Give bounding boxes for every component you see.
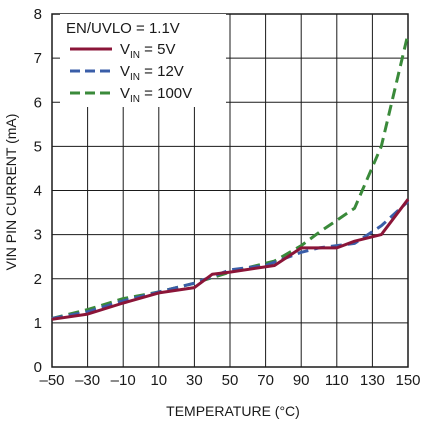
y-tick-label: 8 <box>34 6 42 23</box>
legend-label: VIN = 12V <box>120 63 184 83</box>
x-tick-label: 70 <box>257 372 274 389</box>
series-layer <box>51 33 410 321</box>
x-axis-title: TEMPERATURE (°C) <box>166 403 300 419</box>
annotation: EN/UVLO = 1.1V <box>66 20 180 37</box>
x-tick-label: –30 <box>75 372 100 389</box>
y-tick-label: 6 <box>34 94 42 111</box>
y-tick-label: 7 <box>34 50 42 67</box>
x-tick-label: 30 <box>186 372 203 389</box>
x-tick-label: 90 <box>293 372 310 389</box>
x-tick-label: –10 <box>111 372 136 389</box>
x-tick-label: 130 <box>360 372 385 389</box>
x-tick-label: 50 <box>222 372 239 389</box>
y-tick-label: 4 <box>34 183 42 200</box>
y-tick-label: 2 <box>34 271 42 288</box>
x-tick-label: 150 <box>395 372 420 389</box>
y-axis-title: VIN PIN CURRENT (mA) <box>3 114 19 271</box>
plot-frame <box>51 13 409 368</box>
legend-label: VIN = 5V <box>120 41 175 61</box>
y-tick-label: 3 <box>34 227 42 244</box>
grid <box>51 13 409 368</box>
y-tick-label: 5 <box>34 138 42 155</box>
x-tick-label: 110 <box>325 372 349 389</box>
series-line-5v <box>51 198 410 321</box>
y-tick-label: 1 <box>34 315 42 332</box>
tick-layer: –50 –30 –10 10 30 50 70 90 110 130 150 0 1 2 3 4 5 6 7 8 <box>34 6 421 389</box>
x-tick-label: –50 <box>39 372 64 389</box>
x-tick-label: 10 <box>150 372 167 389</box>
legend-label: VIN = 100V <box>120 85 192 105</box>
y-tick-label: 0 <box>34 359 42 376</box>
